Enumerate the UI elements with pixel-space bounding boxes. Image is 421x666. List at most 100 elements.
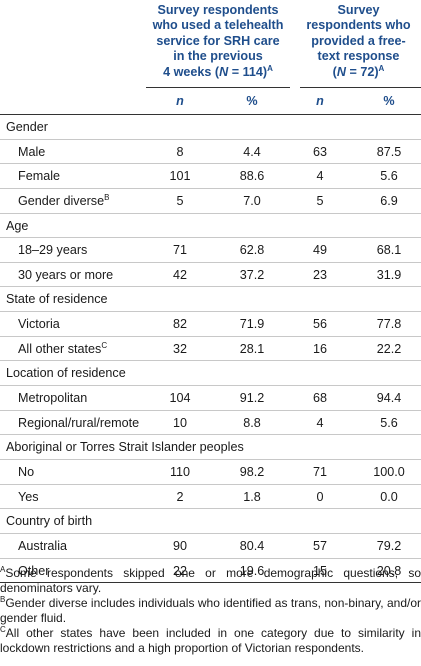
count-cell: 5 xyxy=(316,193,324,208)
count-cell: 15 xyxy=(312,563,327,578)
percent-cell: 77.8 xyxy=(376,317,402,332)
count-cell: 56 xyxy=(312,317,327,332)
percent-cell: 28.1 xyxy=(239,341,265,356)
table-row: Metropolitan 104 91.2 68 94.4 xyxy=(0,386,421,411)
table-row: Yes 2 1.8 0 0.0 xyxy=(0,485,421,510)
header-divider xyxy=(146,87,290,88)
table-row: All other statesC 32 28.1 16 22.2 xyxy=(0,337,421,362)
row-label: Regional/rural/remote xyxy=(18,415,140,430)
count-cell: 22 xyxy=(172,563,187,578)
percent-cell: 87.5 xyxy=(376,144,402,159)
section-row: Country of birth xyxy=(0,509,421,534)
section-row: Gender xyxy=(0,115,421,140)
header-divider xyxy=(300,87,421,88)
column-subheader: n % n % xyxy=(0,88,421,114)
table-top-rule xyxy=(0,114,421,115)
percent-cell: 71.9 xyxy=(239,317,265,332)
percent-cell: 31.9 xyxy=(376,267,402,282)
percent-cell: 79.2 xyxy=(376,538,402,553)
row-label: Metropolitan xyxy=(18,391,88,406)
percent-cell: 4.4 xyxy=(243,144,261,159)
section-row: Location of residence xyxy=(0,361,421,387)
table-row: Australia 90 80.4 57 79.2 xyxy=(0,534,421,559)
count-cell: 63 xyxy=(312,144,327,159)
section-label: Country of birth xyxy=(6,514,93,529)
percent-cell: 7.0 xyxy=(243,193,261,208)
row-label: Male xyxy=(18,144,46,159)
count-cell: 42 xyxy=(172,267,187,282)
percent-cell: 68.1 xyxy=(376,243,402,258)
count-cell: 23 xyxy=(312,267,327,282)
row-label: Yes xyxy=(18,489,39,504)
header-line: in the previous xyxy=(173,49,263,64)
section-label: Aboriginal or Torres Strait Islander peo… xyxy=(6,440,244,455)
percent-cell: 98.2 xyxy=(239,464,265,479)
footnote: CAll other states have been included in … xyxy=(0,625,421,655)
table-header: Survey respondents who used a telehealth… xyxy=(0,0,421,93)
header-line: provided a free- xyxy=(311,33,406,48)
section-label: State of residence xyxy=(6,292,108,307)
row-label: Female xyxy=(18,169,60,184)
percent-label: % xyxy=(246,94,258,108)
table-row: Victoria 82 71.9 56 77.8 xyxy=(0,312,421,337)
table-row: Regional/rural/remote 10 8.8 4 5.6 xyxy=(0,411,421,436)
percent-cell: 19.6 xyxy=(239,563,265,578)
count-cell: 57 xyxy=(312,538,327,553)
footnote: ASome respondents skipped one or more de… xyxy=(0,565,421,595)
count-cell: 0 xyxy=(316,489,324,504)
count-cell: 71 xyxy=(172,243,187,258)
percent-cell: 100.0 xyxy=(373,464,405,479)
section-label: Location of residence xyxy=(6,366,126,381)
table-row: 30 years or more 42 37.2 23 31.9 xyxy=(0,263,421,288)
table-row: 18–29 years 71 62.8 49 68.1 xyxy=(0,238,421,263)
header-line: who used a telehealth xyxy=(152,18,284,33)
header-line: service for SRH care xyxy=(156,33,280,48)
section-row: Aboriginal or Torres Strait Islander peo… xyxy=(0,435,421,460)
row-label: Other xyxy=(18,563,50,578)
count-cell: 10 xyxy=(172,415,187,430)
table-row: No 110 98.2 71 100.0 xyxy=(0,460,421,485)
footnotes: ASome respondents skipped one or more de… xyxy=(0,566,421,657)
percent-cell: 6.9 xyxy=(380,193,398,208)
row-label: Gender diverseB xyxy=(18,192,110,208)
row-label: Victoria xyxy=(18,317,60,332)
n-label: n xyxy=(176,94,184,108)
column-header-telehealth: Survey respondents who used a telehealth… xyxy=(146,3,290,80)
count-cell: 71 xyxy=(312,464,327,479)
percent-cell: 91.2 xyxy=(239,391,265,406)
header-line: text response xyxy=(317,49,400,64)
count-cell: 8 xyxy=(176,144,184,159)
percent-cell: 5.6 xyxy=(380,415,398,430)
percent-cell: 22.2 xyxy=(376,341,402,356)
count-cell: 68 xyxy=(312,391,327,406)
percent-cell: 20.8 xyxy=(376,563,402,578)
header-line-total: 4 weeks (N = 114)A xyxy=(163,63,273,79)
count-cell: 104 xyxy=(169,391,191,406)
table-row: Female 101 88.6 4 5.6 xyxy=(0,164,421,189)
column-header-free-text: Survey respondents who provided a free- … xyxy=(296,3,421,80)
count-cell: 5 xyxy=(176,193,184,208)
percent-cell: 1.8 xyxy=(243,489,261,504)
percent-cell: 94.4 xyxy=(376,391,402,406)
percent-cell: 8.8 xyxy=(243,415,261,430)
count-cell: 4 xyxy=(316,169,324,184)
count-cell: 101 xyxy=(169,169,191,184)
row-label: Australia xyxy=(18,538,67,553)
count-cell: 90 xyxy=(172,538,187,553)
footnote: BGender diverse includes individuals who… xyxy=(0,595,421,625)
count-cell: 2 xyxy=(176,489,184,504)
percent-cell: 5.6 xyxy=(380,169,398,184)
header-line: respondents who xyxy=(306,18,411,33)
table-row: Male 8 4.4 63 87.5 xyxy=(0,140,421,165)
table-row: Gender diverseB 5 7.0 5 6.9 xyxy=(0,189,421,214)
row-label: No xyxy=(18,464,35,479)
section-row: Age xyxy=(0,213,421,239)
count-cell: 110 xyxy=(169,464,191,479)
percent-cell: 80.4 xyxy=(239,538,265,553)
count-cell: 4 xyxy=(316,415,324,430)
count-cell: 16 xyxy=(312,341,327,356)
section-label: Age xyxy=(6,218,29,233)
count-cell: 82 xyxy=(172,317,187,332)
percent-cell: 62.8 xyxy=(239,243,265,258)
